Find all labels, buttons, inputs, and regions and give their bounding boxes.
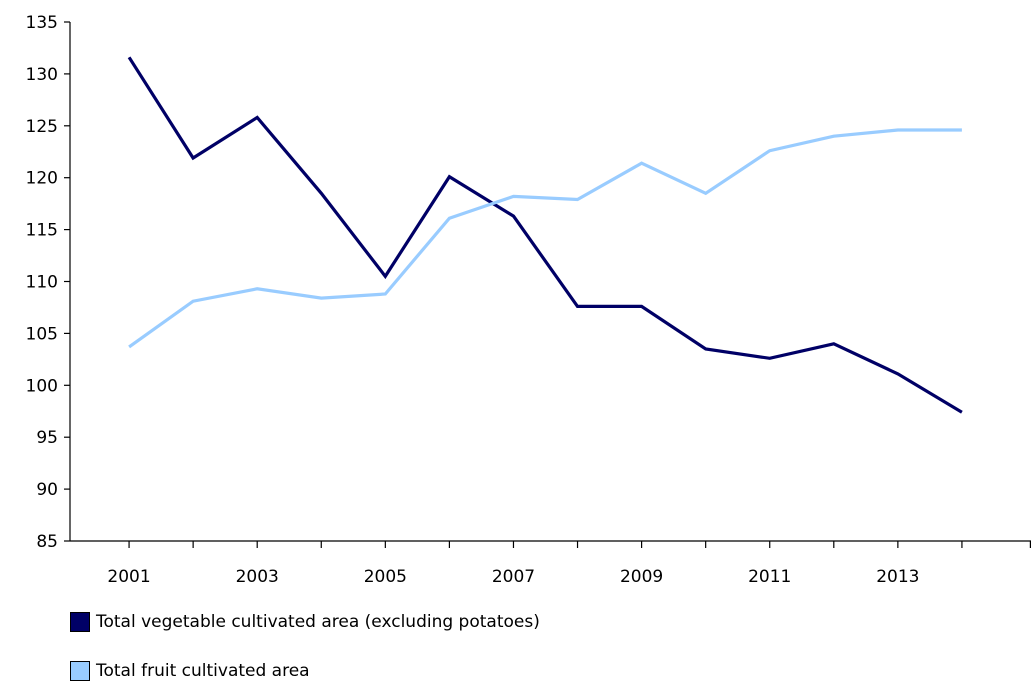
y-axis: 85 90 95 100 105 110 115 120 125 130 135 (26, 13, 70, 552)
x-tick-label: 2011 (748, 567, 791, 587)
series-line-vegetable (129, 57, 962, 412)
series-layer (129, 57, 962, 412)
y-tick-label: 90 (36, 480, 58, 500)
legend-item-fruit: Total fruit cultivated area (70, 660, 970, 682)
y-tick-label: 85 (36, 532, 58, 552)
x-axis: 2001 2003 2005 2007 2009 2011 2013 (70, 541, 1031, 587)
x-tick-label: 2003 (236, 567, 279, 587)
y-tick-label: 115 (26, 221, 58, 241)
y-tick-label: 135 (26, 13, 58, 33)
x-tick-label: 2007 (492, 567, 535, 587)
y-tick-label: 95 (36, 428, 58, 448)
series-line-fruit (129, 130, 962, 347)
x-tick-label: 2013 (876, 567, 919, 587)
legend-label-vegetable: Total vegetable cultivated area (excludi… (96, 612, 540, 632)
legend-swatch-vegetable (70, 612, 90, 632)
y-tick-label: 105 (26, 324, 58, 344)
y-tick-label: 110 (26, 273, 58, 293)
y-tick-label: 120 (26, 169, 58, 189)
y-tick-label: 130 (26, 65, 58, 85)
x-tick-label: 2005 (364, 567, 407, 587)
legend-item-vegetable: Total vegetable cultivated area (excludi… (70, 611, 970, 633)
x-tick-label: 2001 (107, 567, 150, 587)
x-tick-label: 2009 (620, 567, 663, 587)
legend-label-fruit: Total fruit cultivated area (96, 661, 310, 681)
y-tick-label: 125 (26, 117, 58, 137)
y-tick-label: 100 (26, 376, 58, 396)
legend-swatch-fruit (70, 661, 90, 681)
